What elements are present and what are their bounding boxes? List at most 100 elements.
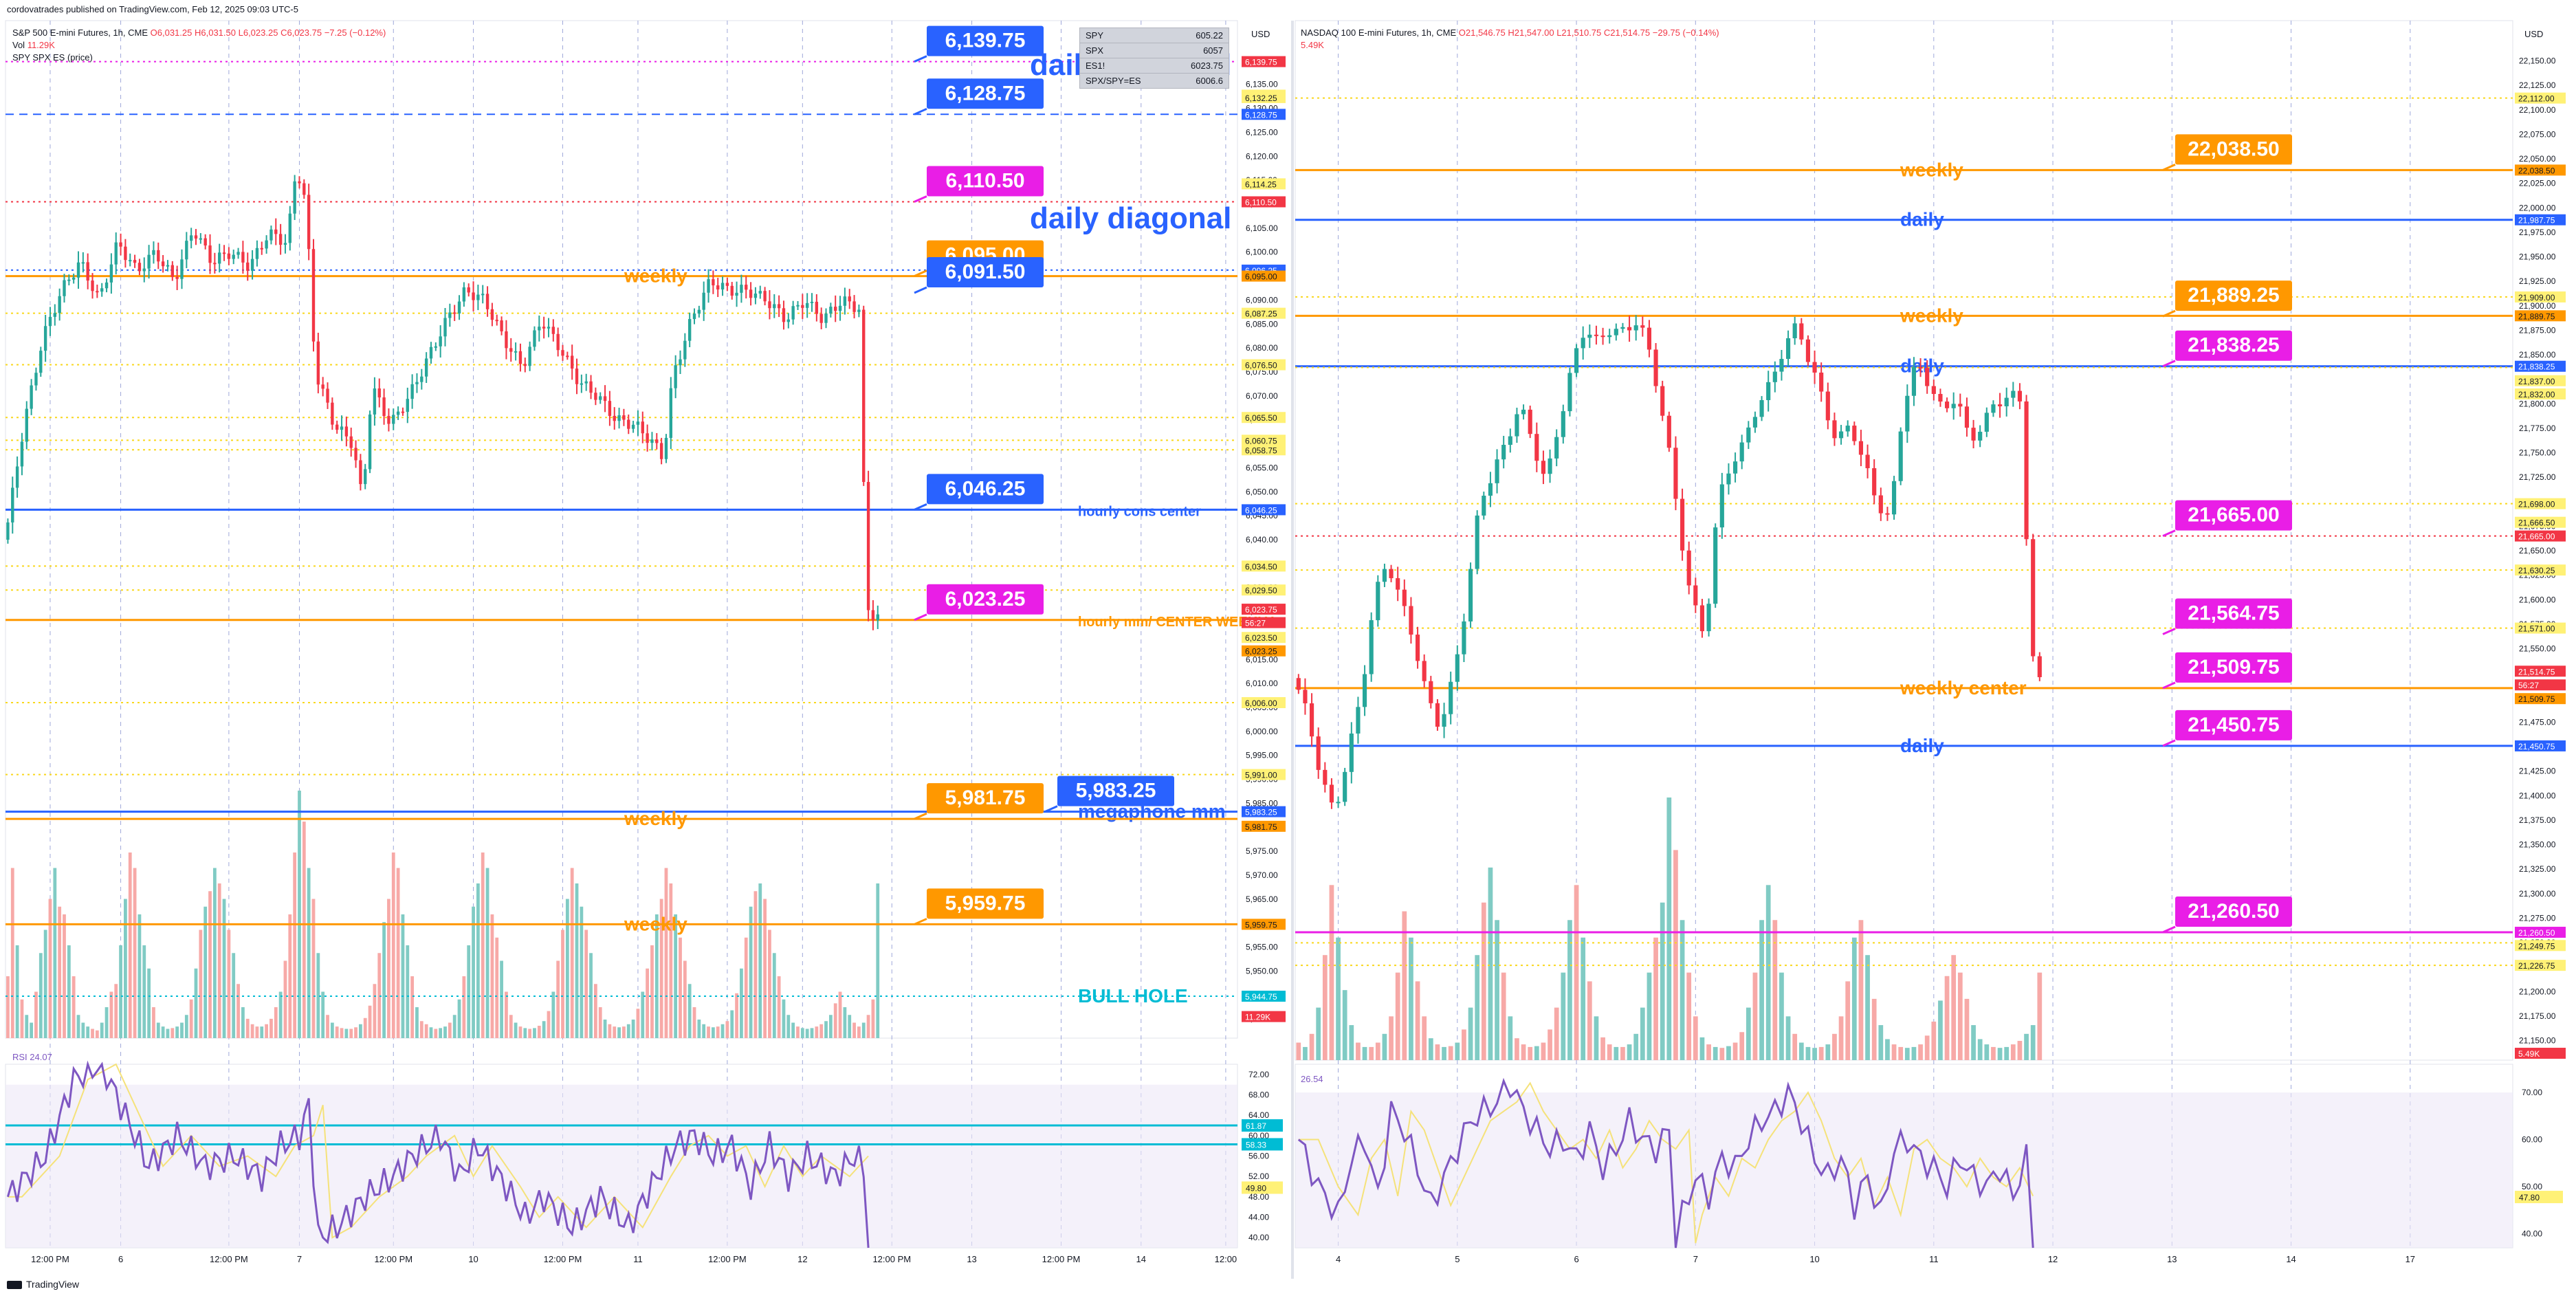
volume-bar: [1858, 920, 1864, 1060]
candle-body: [1422, 661, 1427, 681]
callout-pointer: [2162, 360, 2176, 368]
price-axis-tag: [2515, 564, 2566, 576]
price-axis-tag: [2515, 530, 2566, 542]
y-tick-label: 6,040.00: [1246, 535, 1278, 544]
candle-body: [528, 346, 531, 366]
candle-body: [2037, 656, 2042, 677]
x-tick-label: 12: [797, 1254, 807, 1264]
volume-bar: [434, 1028, 438, 1038]
volume-bar: [30, 1022, 34, 1038]
candle-body: [30, 385, 33, 409]
candle-body: [490, 309, 494, 320]
candle-body: [725, 283, 729, 286]
volume-bar: [222, 899, 226, 1038]
candle-body: [1362, 674, 1367, 707]
price-callout: [927, 78, 1044, 109]
volume-bar: [1574, 885, 1579, 1060]
level-label: weekly: [1900, 305, 1963, 326]
candle-body: [1991, 404, 1996, 413]
candle-body: [1633, 325, 1638, 331]
volume-bar: [377, 953, 382, 1038]
candle-body: [575, 368, 579, 384]
candle-body: [1825, 391, 1830, 421]
volume-bar: [697, 1020, 701, 1038]
y-tick-label: 21,175.00: [2519, 1011, 2556, 1021]
volume-bar: [452, 1015, 456, 1038]
right-currency[interactable]: USD: [2524, 29, 2544, 39]
rsi-value-tag: [2515, 1191, 2563, 1204]
price-axis-tag: [1242, 359, 1286, 371]
left-rsi-legend[interactable]: RSI 24.07: [12, 1052, 52, 1062]
rsi-line: [1297, 1077, 2034, 1248]
volume-bar: [1726, 1046, 1731, 1060]
x-tick-label: 7: [297, 1254, 302, 1264]
candle-body: [157, 250, 160, 262]
candle-body: [1898, 431, 1903, 481]
candle-body: [570, 355, 574, 369]
candle-body: [1455, 654, 1460, 682]
candle-body: [1349, 733, 1354, 772]
price-axis-tag: [2515, 388, 2566, 399]
volume-bar: [1944, 976, 1950, 1060]
volume-bar: [344, 1028, 349, 1038]
rsi-tick-label: 64.00: [1248, 1110, 1269, 1120]
candle-body: [1958, 404, 1963, 407]
volume-bar: [1653, 937, 1658, 1060]
volume-bar: [866, 1015, 870, 1038]
volume-bar: [575, 883, 579, 1038]
volume-bar: [861, 1022, 866, 1038]
price-axis-tag-label: 6,023.50: [1245, 633, 1277, 643]
volume-bar: [1369, 1046, 1374, 1060]
callout-pointer: [2162, 681, 2176, 690]
volume-bar: [828, 1015, 833, 1038]
rsi-tick-label: 68.00: [1248, 1090, 1269, 1100]
x-tick-label: 12:00 PM: [210, 1254, 248, 1264]
candle-body: [124, 246, 127, 261]
volume-bar: [368, 1005, 372, 1038]
candle-body: [67, 279, 71, 281]
y-tick-label: 22,000.00: [2519, 203, 2556, 212]
candle-body: [669, 388, 673, 438]
candle-body: [1752, 417, 1758, 428]
candle-body: [1296, 678, 1301, 690]
right-symbol-title[interactable]: NASDAQ 100 E-mini Futures, 1h, CME: [1301, 28, 1457, 38]
volume-bar: [95, 1030, 99, 1038]
candle-body: [712, 279, 715, 286]
volume-bar: [208, 891, 212, 1038]
candle-body: [302, 183, 306, 195]
candle-body: [368, 414, 372, 470]
candle-body: [76, 262, 80, 278]
volume-bar: [654, 914, 659, 1038]
callout-pointer: [2162, 739, 2176, 747]
volume-bar: [1785, 1016, 1791, 1060]
price-callout-label: 21,665.00: [2188, 504, 2279, 527]
y-tick-label: 21,475.00: [2519, 717, 2556, 727]
price-axis-tag: [1242, 56, 1286, 67]
volume-bar: [1825, 1044, 1831, 1060]
price-axis-tag-label: 21,889.75: [2518, 311, 2555, 321]
volume-bar: [1719, 1048, 1725, 1060]
left-symbol-title[interactable]: S&P 500 E-mini Futures, 1h, CME: [12, 28, 148, 38]
volume-bar: [203, 906, 208, 1038]
tradingview-brand[interactable]: TradingView: [7, 1279, 79, 1290]
volume-bar: [1521, 1044, 1526, 1060]
price-axis-tag: [1242, 632, 1286, 644]
candle-body: [1799, 323, 1804, 340]
price-callout-label: 21,260.50: [2188, 900, 2279, 923]
left-indicator-legend[interactable]: SPY SPX ES (price): [12, 52, 93, 63]
candle-body: [1792, 323, 1797, 338]
candle-body: [349, 436, 353, 448]
price-axis-tag: [1242, 504, 1286, 516]
level-label: weekly center: [1900, 677, 2027, 698]
candle-body: [655, 439, 659, 443]
volume-bar: [25, 1015, 29, 1038]
price-axis-tag: [1242, 270, 1286, 282]
volume-bar: [1342, 990, 1347, 1060]
left-currency[interactable]: USD: [1251, 29, 1270, 39]
candle-body: [627, 419, 630, 429]
candle-body: [25, 408, 28, 442]
price-callout: [2175, 652, 2292, 683]
candle-body: [1726, 473, 1731, 485]
right-rsi-legend[interactable]: 26.54: [1301, 1074, 1323, 1084]
